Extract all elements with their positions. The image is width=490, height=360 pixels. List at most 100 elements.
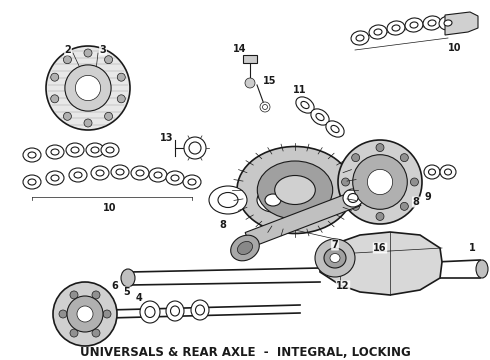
- Ellipse shape: [166, 171, 184, 185]
- Ellipse shape: [392, 25, 400, 31]
- Circle shape: [338, 140, 422, 224]
- Circle shape: [63, 56, 72, 64]
- Text: 14: 14: [233, 44, 247, 54]
- Ellipse shape: [106, 147, 114, 153]
- Ellipse shape: [209, 186, 247, 214]
- Ellipse shape: [188, 179, 196, 185]
- Ellipse shape: [331, 125, 339, 132]
- Ellipse shape: [301, 102, 309, 109]
- Ellipse shape: [171, 175, 179, 181]
- Ellipse shape: [46, 171, 64, 185]
- Ellipse shape: [410, 22, 418, 28]
- Ellipse shape: [296, 97, 314, 113]
- Ellipse shape: [184, 137, 206, 159]
- Text: 5: 5: [123, 287, 130, 297]
- Ellipse shape: [69, 168, 87, 182]
- Circle shape: [104, 56, 113, 64]
- Ellipse shape: [257, 161, 333, 219]
- Text: UNIVERSALS & REAR AXLE  -  INTEGRAL, LOCKING: UNIVERSALS & REAR AXLE - INTEGRAL, LOCKI…: [80, 346, 411, 359]
- Ellipse shape: [189, 142, 201, 154]
- Ellipse shape: [46, 145, 64, 159]
- Text: 4: 4: [136, 293, 143, 303]
- Ellipse shape: [96, 170, 104, 176]
- Circle shape: [84, 119, 92, 127]
- Ellipse shape: [191, 300, 209, 320]
- Circle shape: [70, 291, 78, 299]
- Circle shape: [411, 178, 418, 186]
- Polygon shape: [445, 12, 478, 35]
- Circle shape: [50, 73, 59, 81]
- Ellipse shape: [74, 172, 82, 178]
- Text: 15: 15: [263, 76, 277, 86]
- Ellipse shape: [265, 194, 281, 206]
- Circle shape: [352, 154, 360, 162]
- Text: 10: 10: [448, 43, 462, 53]
- Ellipse shape: [183, 175, 201, 189]
- Ellipse shape: [111, 165, 129, 179]
- Circle shape: [245, 78, 255, 88]
- Ellipse shape: [260, 102, 270, 112]
- Text: 7: 7: [332, 240, 339, 250]
- Text: 11: 11: [293, 85, 307, 95]
- Ellipse shape: [28, 152, 36, 158]
- Ellipse shape: [440, 165, 456, 179]
- Ellipse shape: [351, 31, 369, 45]
- Text: 3: 3: [99, 45, 106, 55]
- Circle shape: [400, 202, 408, 210]
- Ellipse shape: [166, 301, 184, 321]
- Circle shape: [103, 310, 111, 318]
- Polygon shape: [245, 190, 361, 247]
- Text: 16: 16: [373, 243, 387, 253]
- Circle shape: [63, 112, 72, 120]
- Circle shape: [376, 144, 384, 152]
- Circle shape: [46, 46, 130, 130]
- Ellipse shape: [316, 113, 324, 121]
- Ellipse shape: [231, 235, 259, 261]
- Polygon shape: [320, 232, 442, 295]
- Ellipse shape: [91, 166, 109, 180]
- Circle shape: [50, 95, 59, 103]
- Ellipse shape: [237, 147, 353, 234]
- Ellipse shape: [330, 253, 340, 262]
- Circle shape: [70, 329, 78, 337]
- Ellipse shape: [275, 175, 315, 204]
- Circle shape: [353, 155, 407, 209]
- Circle shape: [77, 306, 93, 322]
- Ellipse shape: [444, 169, 451, 175]
- Ellipse shape: [66, 143, 84, 157]
- Circle shape: [67, 296, 103, 332]
- Circle shape: [92, 329, 100, 337]
- Text: 13: 13: [160, 133, 174, 143]
- Ellipse shape: [326, 121, 344, 137]
- Circle shape: [342, 178, 349, 186]
- Ellipse shape: [311, 109, 329, 125]
- Circle shape: [368, 170, 392, 195]
- Ellipse shape: [439, 16, 457, 30]
- Ellipse shape: [405, 18, 423, 32]
- Ellipse shape: [154, 172, 162, 178]
- Ellipse shape: [116, 169, 124, 175]
- Ellipse shape: [428, 169, 436, 175]
- Ellipse shape: [131, 166, 149, 180]
- Ellipse shape: [424, 165, 440, 179]
- Text: 8: 8: [220, 220, 226, 230]
- Polygon shape: [243, 55, 257, 63]
- Ellipse shape: [218, 193, 238, 207]
- Ellipse shape: [51, 175, 59, 181]
- Text: 2: 2: [65, 45, 72, 55]
- Circle shape: [65, 65, 111, 111]
- Circle shape: [352, 202, 360, 210]
- Circle shape: [53, 282, 117, 346]
- Ellipse shape: [263, 104, 268, 109]
- Text: 1: 1: [468, 243, 475, 253]
- Ellipse shape: [238, 242, 252, 255]
- Circle shape: [376, 212, 384, 220]
- Ellipse shape: [324, 248, 346, 268]
- Ellipse shape: [444, 20, 452, 26]
- Ellipse shape: [51, 149, 59, 155]
- Ellipse shape: [149, 168, 167, 182]
- Text: 9: 9: [425, 192, 431, 202]
- Ellipse shape: [23, 175, 41, 189]
- Circle shape: [75, 75, 100, 100]
- Text: 8: 8: [413, 197, 419, 207]
